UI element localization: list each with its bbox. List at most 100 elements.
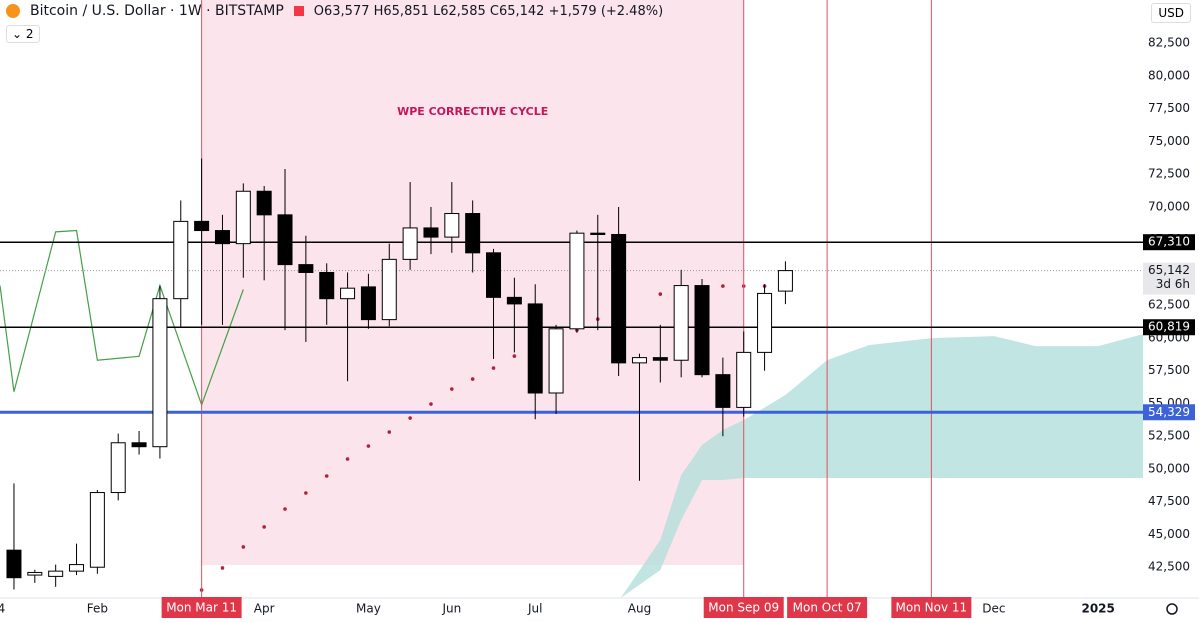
sar-dot bbox=[721, 284, 725, 288]
candle-body bbox=[673, 285, 689, 361]
candle-body bbox=[444, 213, 460, 238]
settings-icon[interactable] bbox=[1166, 603, 1178, 615]
candle-body bbox=[69, 564, 85, 572]
countdown: 3d 6h bbox=[1156, 277, 1190, 291]
x-tick-label: 2025 bbox=[1081, 602, 1114, 616]
candle-body bbox=[214, 230, 230, 245]
candle-body bbox=[736, 351, 752, 408]
candle-body bbox=[527, 303, 543, 394]
candle-body bbox=[652, 357, 668, 361]
candle-body bbox=[569, 232, 585, 330]
y-tick-label: 82,500 bbox=[1148, 36, 1190, 50]
y-tick-label: 70,000 bbox=[1148, 199, 1190, 213]
marker-label-box bbox=[703, 597, 784, 618]
candle-body bbox=[110, 442, 126, 494]
marker-label-box bbox=[787, 597, 868, 618]
candle-body bbox=[152, 298, 168, 448]
candle-body bbox=[506, 296, 522, 305]
sar-dot bbox=[450, 387, 454, 391]
sar-dot bbox=[470, 377, 475, 381]
flag-icon[interactable] bbox=[293, 6, 304, 16]
sar-dot bbox=[429, 402, 433, 406]
region-label: WPE CORRECTIVE CYCLE bbox=[397, 105, 548, 118]
y-tick-label: 75,000 bbox=[1148, 134, 1190, 148]
sar-dot bbox=[304, 491, 308, 495]
candle-body bbox=[235, 190, 251, 245]
candle-body bbox=[631, 357, 647, 364]
candle-body bbox=[402, 227, 418, 260]
candle-body bbox=[381, 258, 397, 321]
candle-body bbox=[777, 270, 793, 292]
x-tick-label: Feb bbox=[87, 602, 108, 616]
sar-dot bbox=[324, 474, 329, 478]
candle-body bbox=[6, 549, 22, 579]
candle-body bbox=[89, 492, 105, 568]
indicator-line bbox=[0, 229, 244, 407]
candle-body bbox=[277, 214, 293, 266]
marker-label-box bbox=[891, 597, 972, 618]
x-tick-label: May bbox=[356, 602, 381, 616]
y-tick-label: 72,500 bbox=[1148, 167, 1190, 181]
marker-label-box bbox=[161, 597, 242, 618]
y-tick-label: 57,500 bbox=[1148, 363, 1190, 377]
level-label-box bbox=[1143, 234, 1195, 251]
y-tick-label: 52,500 bbox=[1148, 429, 1190, 443]
level-label-box bbox=[1143, 319, 1195, 336]
coin-icon bbox=[6, 4, 20, 18]
level-label: 67,310 bbox=[1148, 235, 1190, 249]
candle-body bbox=[486, 252, 502, 298]
candle-body bbox=[715, 374, 731, 408]
candle-body bbox=[298, 264, 314, 273]
highlight-region bbox=[201, 0, 744, 565]
y-tick-label: 42,500 bbox=[1148, 560, 1190, 574]
level-label: 60,819 bbox=[1148, 320, 1190, 334]
currency[interactable]: USD bbox=[1151, 3, 1191, 23]
price-axis bbox=[1143, 0, 1199, 623]
last-price-box bbox=[1143, 262, 1195, 295]
level-label: 54,329 bbox=[1148, 405, 1190, 419]
indicator-toggle[interactable]: ⌄ 2 bbox=[6, 25, 40, 43]
level-label-box bbox=[1143, 404, 1195, 421]
sar-dot bbox=[366, 444, 371, 448]
last-price-label: 65,142 bbox=[1148, 263, 1190, 277]
y-tick-label: 62,500 bbox=[1148, 298, 1190, 312]
sar-dot bbox=[491, 366, 496, 370]
symbol-title[interactable]: Bitcoin / U.S. Dollar · 1W · BITSTAMP bbox=[30, 3, 284, 19]
candle-body bbox=[48, 570, 64, 577]
y-tick-label: 47,500 bbox=[1148, 494, 1190, 508]
x-tick-label: 4 bbox=[0, 602, 5, 616]
candle-body bbox=[590, 232, 606, 235]
sar-dot bbox=[262, 525, 266, 529]
sar-dot bbox=[283, 507, 287, 511]
x-tick-label: Jun bbox=[441, 602, 461, 616]
candle-body bbox=[27, 571, 43, 576]
indicator-count: 2 bbox=[25, 27, 34, 41]
x-tick-label: Dec bbox=[982, 602, 1005, 616]
marker-label: Mon Oct 07 bbox=[793, 601, 862, 615]
cloud bbox=[620, 334, 1143, 598]
candle-body bbox=[131, 442, 147, 448]
marker-label: Mon Sep 09 bbox=[708, 601, 779, 615]
y-tick-label: 50,000 bbox=[1148, 461, 1190, 475]
candle-body bbox=[173, 220, 189, 300]
candle-body bbox=[256, 190, 272, 216]
candle-body bbox=[548, 328, 564, 394]
candle-body bbox=[694, 285, 710, 376]
sar-dot bbox=[658, 292, 663, 296]
y-tick-label: 77,500 bbox=[1148, 101, 1190, 115]
marker-label: Mon Nov 11 bbox=[896, 601, 968, 615]
header: Bitcoin / U.S. Dollar · 1W · BITSTAMP O6… bbox=[6, 3, 663, 19]
sar-dot bbox=[512, 354, 517, 358]
ohlc: O63,577 H65,851 L62,585 C65,142 +1,579 (… bbox=[313, 3, 664, 19]
candle-body bbox=[611, 233, 627, 364]
x-tick-label: Aug bbox=[628, 602, 651, 616]
sar-dot bbox=[220, 566, 225, 570]
y-tick-label: 80,000 bbox=[1148, 68, 1190, 82]
candle-body bbox=[194, 220, 210, 232]
y-tick-label: 45,000 bbox=[1148, 527, 1190, 541]
sar-dot bbox=[408, 416, 412, 420]
marker-label: Mon Mar 11 bbox=[166, 601, 237, 615]
